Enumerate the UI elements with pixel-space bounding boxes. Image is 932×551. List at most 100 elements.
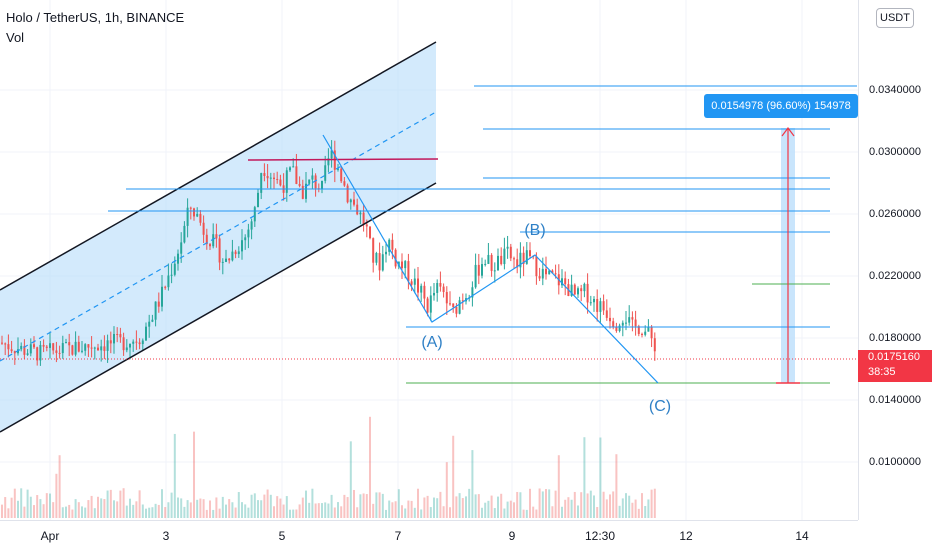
candle-body [420,285,423,293]
volume-bar [372,503,375,518]
candle-body [180,242,183,254]
volume-bar [353,489,355,518]
volume-bar [250,494,253,518]
volume-bar [285,496,288,518]
volume-bar [81,506,83,518]
volume-bar [497,496,499,518]
candle-body [164,286,167,288]
candle-body [177,253,179,264]
volume-bar [125,505,128,518]
candle-body [186,207,189,226]
volume-bar [7,508,10,518]
volume-bar [138,490,141,518]
candle-body [129,343,131,348]
volume-bar [525,509,528,518]
volume-bar [29,496,32,518]
candle-body [148,321,151,327]
volume-bar [612,491,615,518]
volume-bar [183,506,186,518]
candle-body [209,244,211,247]
volume-bar [260,500,263,518]
volume-bar [589,490,592,518]
candle-body [637,326,640,334]
volume-bar [289,509,291,518]
current-price-tag: 0.0175160 38:35 [858,350,932,382]
volume-bar [49,493,51,518]
candle-body [653,338,656,352]
volume-bar [10,497,13,518]
candle-body [577,288,579,295]
volume-bar [532,506,535,518]
volume-label: Vol [6,30,25,45]
volume-bar [637,508,640,518]
candle-body [1,342,3,344]
candle-body [375,253,378,263]
candle-body [289,167,291,171]
time-tick-label: Apr [40,529,60,543]
candle-body [42,344,45,347]
candle-body [103,346,106,351]
volume-bar [170,492,173,518]
price-range-measure-label[interactable]: 0.0154978 (96.60%) 154978 [704,94,858,118]
volume-bar [113,500,115,518]
chart-area[interactable]: Holo / TetherUS, 1h, BINANCE Vol 0.01549… [0,0,858,520]
volume-bar [321,503,323,518]
volume-bar [519,492,522,518]
volume-bar [567,497,570,518]
candle-body [106,340,109,351]
candle-body [269,177,272,179]
volume-bar [164,507,167,518]
candle-body [561,278,563,286]
volume-bar [77,502,80,518]
price-chart[interactable] [0,0,858,520]
candle-body [228,258,231,261]
volume-bar [87,500,90,518]
candle-body [436,283,439,293]
price-tick-label: 0.0140000 [869,394,921,406]
candle-body [311,175,314,180]
candle-body [519,252,522,268]
volume-bar [17,500,19,518]
volume-bar [506,501,509,518]
volume-bar [135,501,138,518]
candle-body [423,285,426,299]
volume-bar [269,494,272,518]
candle-body [65,342,67,344]
candle-body [314,175,317,189]
candle-body [244,237,247,241]
volume-bar [538,488,541,518]
candle-body [461,300,464,302]
volume-bar [593,495,595,518]
candle-body [599,301,602,312]
volume-bar [487,500,490,518]
volume-bar [557,455,560,518]
candle-body [564,278,567,285]
volume-bar [193,431,195,518]
volume-bar [314,503,317,518]
price-axis[interactable]: 0.0340000 0.0300000 0.0260000 0.0220000 0.01… [858,0,932,520]
volume-bar [298,504,301,518]
volume-bar [407,500,410,518]
volume-bar [369,416,371,518]
volume-bar [13,488,16,518]
volume-bar [52,502,55,518]
volume-bar [513,502,515,518]
time-axis[interactable]: Apr 3 5 7 9 12:30 12 14 [0,520,858,551]
candle-body [23,345,26,355]
candle-body [458,300,461,314]
currency-button[interactable]: USDT [876,8,914,28]
candle-body [237,251,240,255]
candle-body [39,344,42,361]
candle-body [586,283,589,303]
volume-bar [237,492,240,518]
volume-bar [23,506,26,518]
volume-bar [359,494,362,518]
volume-bar [420,509,423,518]
volume-bar [276,496,279,518]
volume-bar [397,489,400,518]
volume-bar [20,488,23,518]
candle-body [493,270,496,272]
volume-bar [653,488,656,518]
candle-body [433,292,435,296]
candle-body [145,326,147,341]
